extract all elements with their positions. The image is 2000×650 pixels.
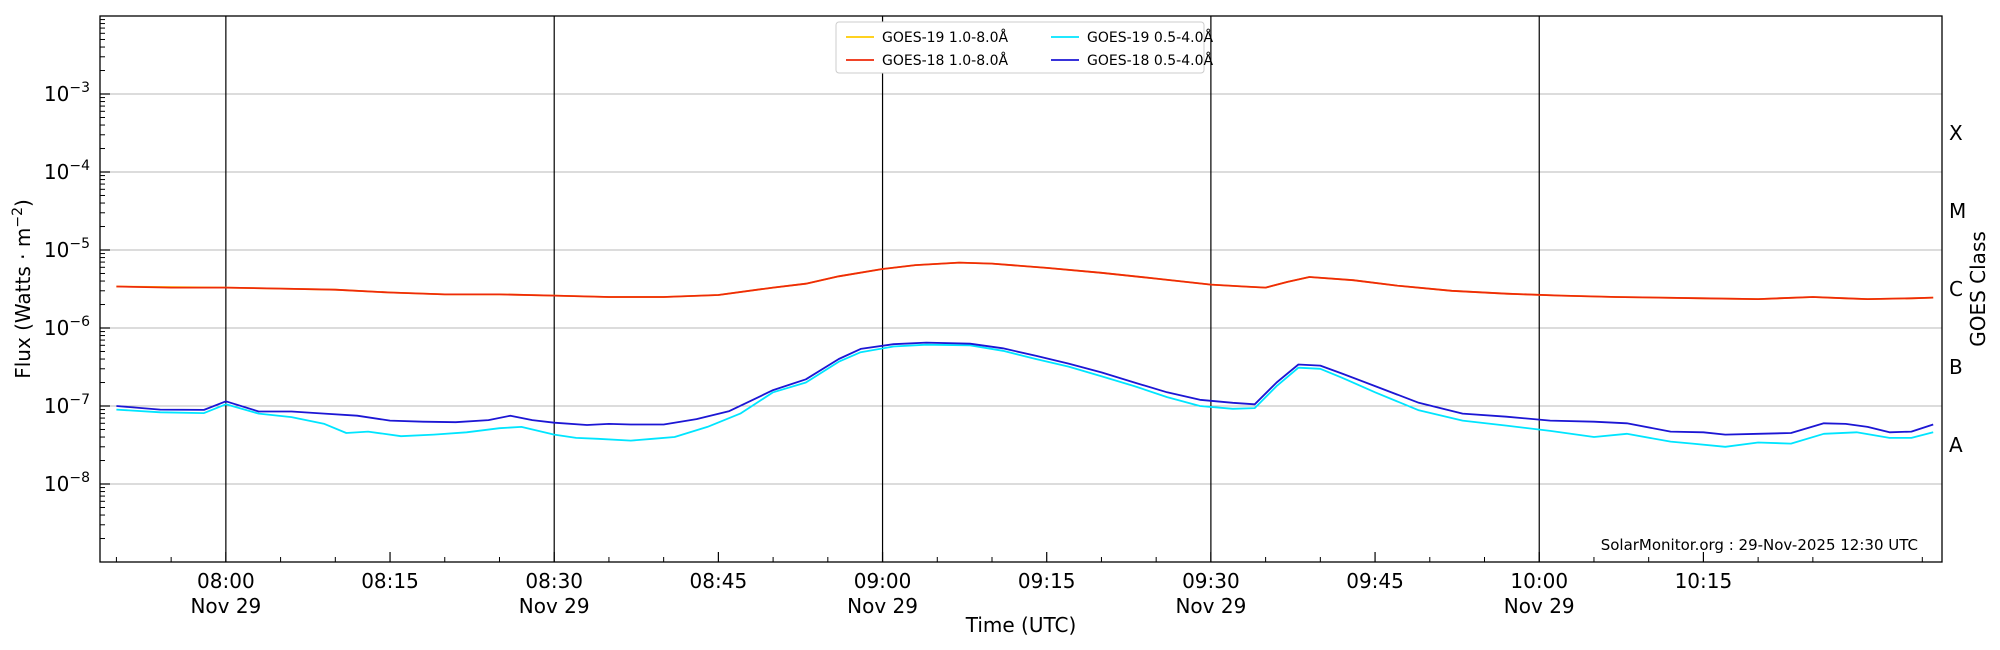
right-axis-label: GOES Class — [1966, 231, 1990, 347]
goes-class-B: B — [1949, 355, 1963, 379]
x-tick-label-time: 08:00 — [197, 569, 255, 593]
legend-label-3: GOES-18 0.5-4.0Å — [1087, 52, 1213, 69]
x-tick-label-time: 09:00 — [854, 569, 912, 593]
goes-class-C: C — [1949, 277, 1963, 301]
y-tick-label: 10−3 — [44, 80, 90, 106]
legend: GOES-19 1.0-8.0Å GOES-18 1.0-8.0Å GOES-19 … — [835, 21, 1213, 74]
vertical-day-lines — [225, 16, 1540, 562]
series-line-2 — [116, 343, 1934, 448]
series-line-1 — [116, 261, 1934, 300]
x-tick-label-time: 09:15 — [1018, 569, 1076, 593]
plot-frame — [99, 15, 1943, 563]
x-tick-label-date: Nov 29 — [1504, 594, 1575, 618]
goes-class-M: M — [1949, 199, 1966, 223]
x-axis-label: Time (UTC) — [965, 613, 1077, 637]
x-tick-label-date: Nov 29 — [1175, 594, 1246, 618]
y-tick-labels: 10−8 10−7 10−6 10−5 10−4 10−3 — [44, 80, 90, 496]
x-tick-label-date: Nov 29 — [847, 594, 918, 618]
y-tick-label: 10−4 — [44, 158, 90, 184]
axis-ticks — [100, 19, 1923, 562]
y-tick-label: 10−5 — [44, 236, 90, 262]
x-tick-label-time: 09:30 — [1182, 569, 1240, 593]
x-tick-label-time: 09:45 — [1346, 569, 1404, 593]
legend-label-0: GOES-19 1.0-8.0Å — [882, 29, 1008, 46]
x-tick-label-time: 08:45 — [690, 569, 748, 593]
y-axis-label-exponent: −2 — [10, 207, 26, 228]
series-line-0 — [116, 261, 1934, 300]
series-line-3 — [116, 341, 1934, 436]
goes-class-X: X — [1949, 121, 1963, 145]
credit-text: SolarMonitor.org : 29-Nov-2025 12:30 UTC — [1601, 536, 1918, 554]
legend-label-1: GOES-18 1.0-8.0Å — [882, 52, 1008, 69]
legend-label-2: GOES-19 0.5-4.0Å — [1087, 29, 1213, 46]
x-tick-label-date: Nov 29 — [190, 594, 261, 618]
y-tick-label: 10−6 — [44, 314, 90, 340]
x-tick-label-time: 08:30 — [525, 569, 583, 593]
x-tick-label-time: 08:15 — [361, 569, 419, 593]
x-tick-label-date: Nov 29 — [519, 594, 590, 618]
data-lines — [116, 261, 1934, 448]
goes-class-labels: A B C M X — [1949, 121, 1966, 457]
goes-class-A: A — [1949, 433, 1963, 457]
legend-box — [835, 21, 1205, 74]
gridlines — [100, 93, 1942, 485]
y-tick-label: 10−8 — [44, 470, 90, 496]
y-axis-label: Flux (Watts · m−2) — [10, 199, 35, 379]
x-tick-label-time: 10:15 — [1675, 569, 1733, 593]
x-tick-label-time: 10:00 — [1510, 569, 1568, 593]
y-tick-label: 10−7 — [44, 392, 90, 418]
